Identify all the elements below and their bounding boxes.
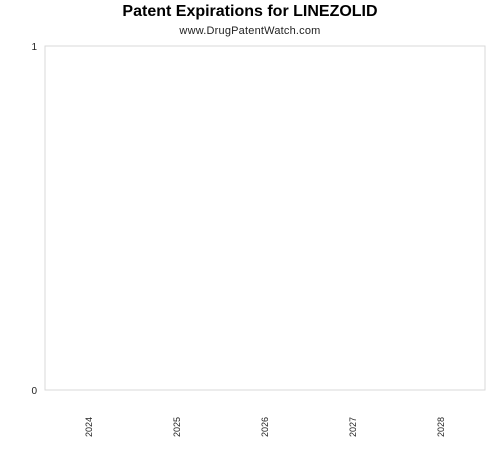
x-axis: 2024 2025 2026 2027 2028 (84, 417, 446, 437)
plot-area (44, 45, 486, 391)
y-tick-label: 0 (31, 386, 37, 397)
x-tick-label: 2027 (348, 417, 358, 437)
x-tick-label: 2028 (436, 417, 446, 437)
x-tick-label: 2026 (260, 417, 270, 437)
y-axis: 01 (31, 42, 37, 397)
y-tick-label: 1 (31, 42, 37, 53)
x-tick-label: 2025 (172, 417, 182, 437)
x-tick-label: 2024 (84, 417, 94, 437)
chart-subtitle: www.DrugPatentWatch.com (179, 25, 321, 37)
chart-title: Patent Expirations for LINEZOLID (122, 3, 378, 20)
